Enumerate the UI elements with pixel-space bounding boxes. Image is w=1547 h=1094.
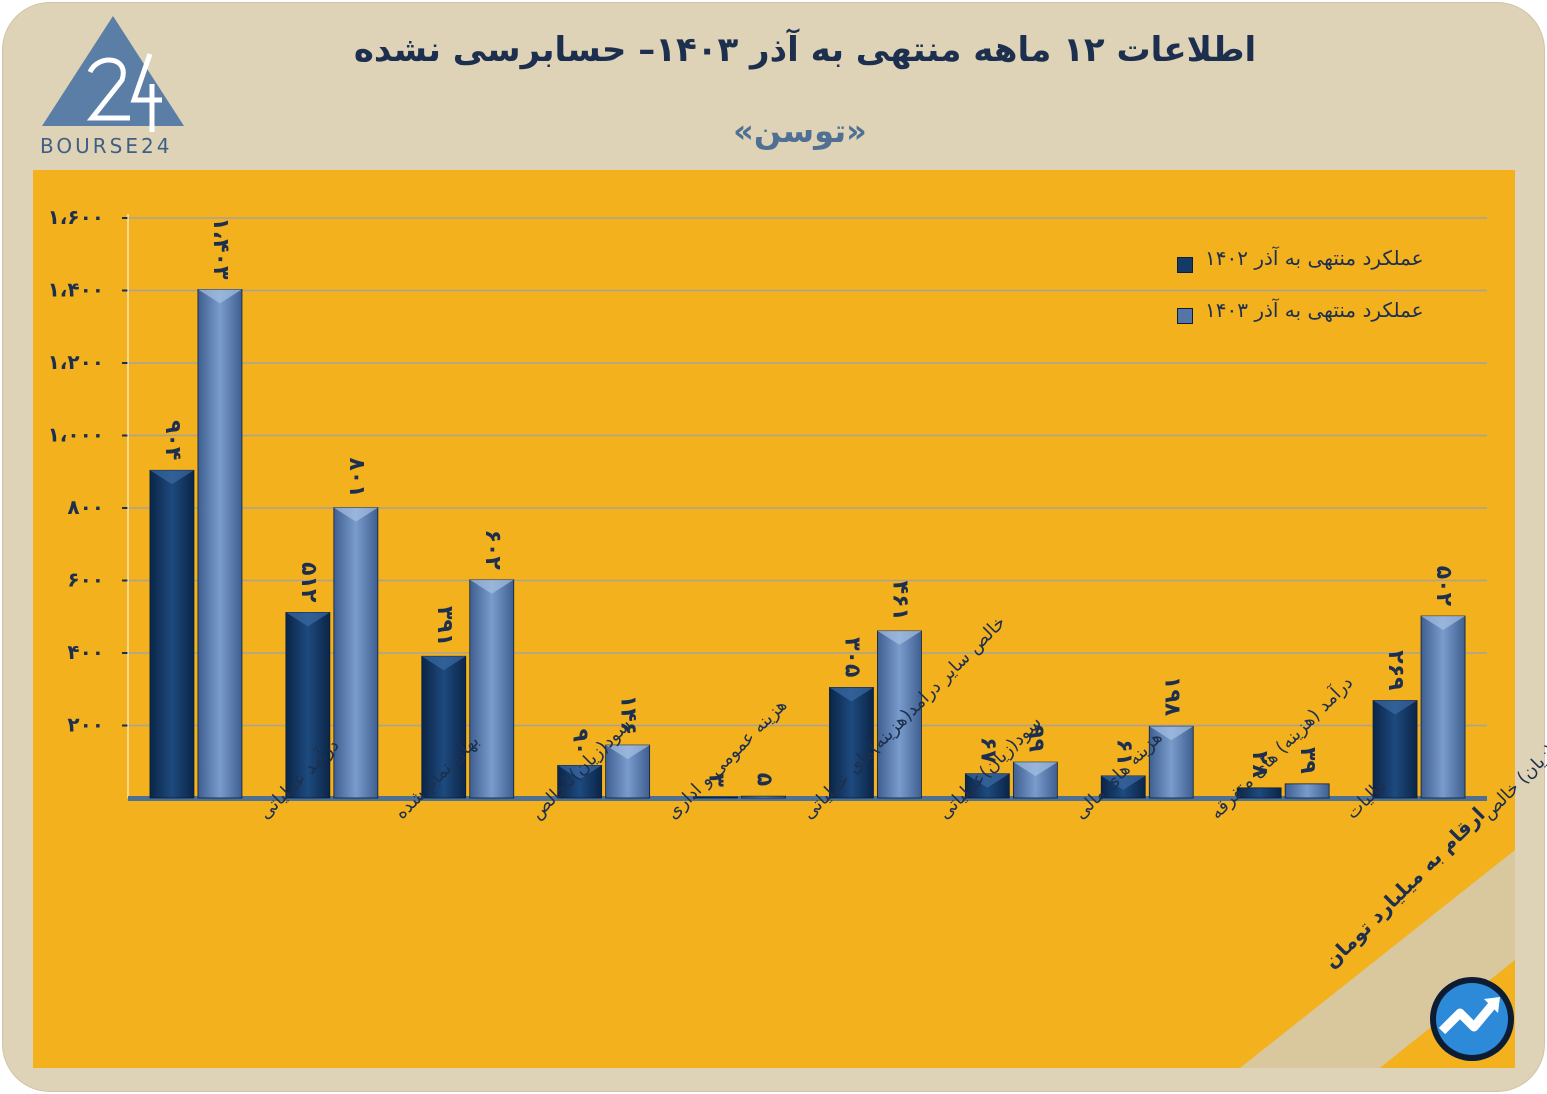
data-label-1402: ۳ — [704, 773, 729, 787]
bar-cap — [877, 630, 922, 645]
data-label-1402: ۶۷ — [975, 737, 1000, 764]
bar-cap — [965, 773, 1010, 788]
bar-1402 — [1236, 787, 1282, 799]
bar-cap — [1013, 762, 1058, 777]
legend-label-1402: عملکرد منتهی به آذر ۱۴۰۲ — [1205, 246, 1424, 270]
data-label-1403: ۵ — [752, 773, 777, 786]
bar-1403 — [197, 289, 243, 799]
bar-1402 — [285, 612, 331, 799]
data-label-1402: ۲۸ — [1247, 751, 1272, 778]
data-label-1403: ۸۰۱ — [344, 457, 369, 497]
y-tick-label: ۱،۶۰۰ — [48, 205, 104, 229]
legend-swatch-1403 — [1177, 308, 1193, 324]
data-label-1402: ۲۶۹ — [1383, 650, 1408, 690]
y-tick-label: ۶۰۰ — [67, 568, 104, 592]
x-axis-baseline — [128, 796, 1487, 801]
bar-cap — [1421, 616, 1466, 631]
bar-1402 — [421, 655, 467, 799]
data-label-1402: ۵۱۲ — [296, 562, 321, 603]
x-category-label: سود(زیان) خالص — [1478, 718, 1547, 824]
data-label-1403: ۴۶۱ — [887, 581, 912, 621]
bar-1403 — [1420, 615, 1466, 799]
bourse24-logo-icon — [42, 16, 184, 132]
data-label-1403: ۱،۴۰۳ — [208, 217, 233, 280]
trend-badge-icon — [1430, 977, 1514, 1061]
page-title: اطلاعات ۱۲ ماهه منتهی به آذر ۱۴۰۳– حسابر… — [353, 30, 1257, 70]
bar-1403 — [469, 579, 515, 799]
data-label-1402: ۳۰۵ — [839, 637, 864, 677]
legend-label-1403: عملکرد منتهی به آذر ۱۴۰۳ — [1205, 298, 1424, 322]
bar-cap — [285, 612, 330, 627]
bar-cap — [197, 289, 242, 304]
y-tick-label: ۱،۲۰۰ — [48, 350, 104, 374]
y-tick-label: ۲۰۰ — [67, 713, 104, 737]
data-label-1403: ۵۰۲ — [1431, 566, 1456, 607]
y-tick-label: ۱،۰۰۰ — [48, 423, 104, 447]
bar-cap — [829, 687, 874, 702]
data-label-1403: ۱۴۶ — [616, 695, 641, 735]
data-label-1402: ۳۹۱ — [432, 606, 457, 646]
bar-1402 — [1372, 700, 1418, 799]
bar-1402 — [149, 469, 195, 799]
bar-cap — [557, 765, 602, 780]
data-label-1402: ۶۱ — [1111, 739, 1136, 766]
bar-1403 — [877, 630, 922, 799]
y-tick-label: ۴۰۰ — [67, 640, 104, 664]
bar-cap — [1101, 775, 1146, 790]
bar-1403 — [333, 507, 379, 799]
data-label-1402: ۹۰ — [568, 729, 593, 756]
legend-swatch-1402 — [1177, 257, 1193, 273]
data-label-1403: ۱۹۸ — [1159, 676, 1184, 717]
bar-1402 — [693, 796, 738, 799]
company-subtitle: «توسن» — [733, 112, 867, 150]
logo-text: BOURSE24 — [40, 134, 173, 158]
y-tick-label: ۸۰۰ — [67, 495, 104, 519]
data-label-1403: ۶۰۲ — [480, 529, 505, 570]
bar-cap — [605, 745, 650, 760]
bar-cap — [149, 470, 194, 485]
bar-cap — [1149, 726, 1194, 741]
bar-cap — [333, 507, 378, 522]
bar-1403 — [1284, 783, 1330, 799]
bar-cap — [469, 579, 514, 594]
bar-cap — [1373, 700, 1418, 715]
y-tick-label: ۱،۴۰۰ — [48, 278, 104, 302]
data-label-1403: ۳۹ — [1295, 747, 1320, 774]
data-label-1403: ۹۹ — [1023, 725, 1048, 752]
data-label-1402: ۹۰۴ — [160, 420, 185, 460]
bar-1403 — [741, 795, 786, 799]
bar-cap — [421, 656, 466, 671]
